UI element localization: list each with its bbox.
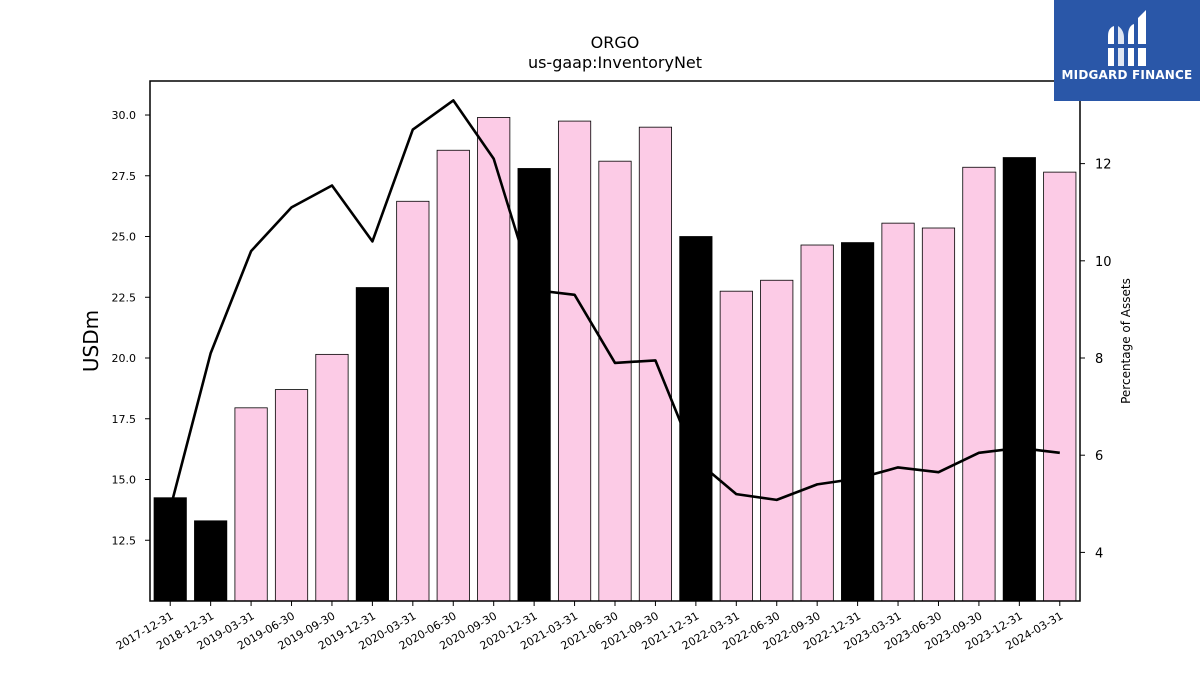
percentage-line bbox=[168, 99, 1060, 510]
y2-tick-label: 4 bbox=[1095, 546, 1103, 561]
bar-2023-12-31 bbox=[1002, 157, 1036, 602]
bar-2019-12-31 bbox=[355, 287, 389, 602]
y-tick-label: 25.0 bbox=[112, 231, 137, 244]
bar-2020-12-31 bbox=[517, 168, 551, 602]
midgard-logo-icon bbox=[1106, 10, 1148, 66]
bar-2021-06-30 bbox=[598, 160, 632, 602]
y-tick-label: 30.0 bbox=[112, 109, 137, 122]
bar-2020-09-30 bbox=[477, 117, 511, 602]
y2-tick-label: 12 bbox=[1095, 158, 1112, 173]
bar-2022-06-30 bbox=[760, 279, 794, 602]
y2-tick-label: 8 bbox=[1095, 352, 1103, 367]
bar-2019-09-30 bbox=[315, 353, 349, 602]
y-tick-label: 22.5 bbox=[112, 291, 137, 304]
line-group bbox=[168, 99, 1060, 510]
bar-2022-03-31 bbox=[719, 290, 753, 602]
bar-2022-12-31 bbox=[841, 242, 875, 602]
y2-tick-label: 10 bbox=[1095, 255, 1112, 270]
bar-2020-06-30 bbox=[436, 149, 470, 602]
bar-2023-06-30 bbox=[921, 227, 956, 602]
bar-2017-12-31 bbox=[153, 497, 187, 602]
bar-2019-03-31 bbox=[234, 407, 268, 602]
y-tick-label: 12.5 bbox=[112, 534, 137, 547]
y2-axis-label: Percentage of Assets bbox=[1119, 278, 1133, 404]
y-axis-label: USDm bbox=[79, 310, 103, 372]
y-tick-label: 27.5 bbox=[112, 170, 137, 183]
logo-text: MIDGARD FINANCE bbox=[1061, 68, 1193, 82]
chart-subtitle: us-gaap:InventoryNet bbox=[528, 53, 702, 72]
bar-2018-12-31 bbox=[194, 520, 228, 602]
bar-2022-09-30 bbox=[800, 244, 834, 602]
left-axis-ticks: 12.5 15.0 17.5 20.0 22.5 25.0 27.5 30.0 bbox=[112, 109, 150, 547]
bar-2021-12-31 bbox=[679, 236, 713, 602]
bar-2020-03-31 bbox=[396, 200, 430, 602]
y2-tick-label: 6 bbox=[1095, 449, 1103, 464]
y-tick-label: 17.5 bbox=[112, 413, 137, 426]
y-tick-label: 20.0 bbox=[112, 352, 137, 365]
bars-group bbox=[153, 117, 1077, 602]
chart-title: ORGO bbox=[591, 33, 640, 52]
x-axis-ticks: 2017-12-312018-12-312019-03-312019-06-30… bbox=[114, 601, 1065, 653]
bar-2019-06-30 bbox=[274, 389, 309, 602]
brand-logo: MIDGARD FINANCE bbox=[1054, 0, 1200, 101]
bar-2021-09-30 bbox=[638, 126, 673, 602]
bar-2021-03-31 bbox=[557, 120, 592, 602]
y-tick-label: 15.0 bbox=[112, 474, 137, 487]
bar-2023-03-31 bbox=[881, 222, 915, 602]
right-axis-ticks: 4 6 8 10 12 bbox=[1080, 158, 1112, 561]
bar-2023-09-30 bbox=[962, 166, 996, 602]
bar-2024-03-31 bbox=[1043, 171, 1077, 602]
